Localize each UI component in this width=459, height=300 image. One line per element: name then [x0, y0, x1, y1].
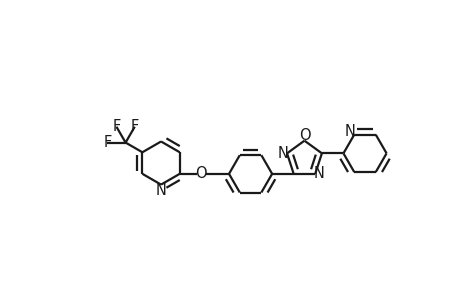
Text: O: O	[298, 128, 310, 143]
Text: F: F	[103, 135, 111, 150]
Text: N: N	[344, 124, 355, 139]
Text: N: N	[155, 183, 166, 198]
Text: O: O	[195, 166, 207, 181]
Text: N: N	[313, 166, 324, 181]
Text: F: F	[130, 119, 139, 134]
Text: N: N	[277, 146, 288, 161]
Text: F: F	[112, 119, 120, 134]
